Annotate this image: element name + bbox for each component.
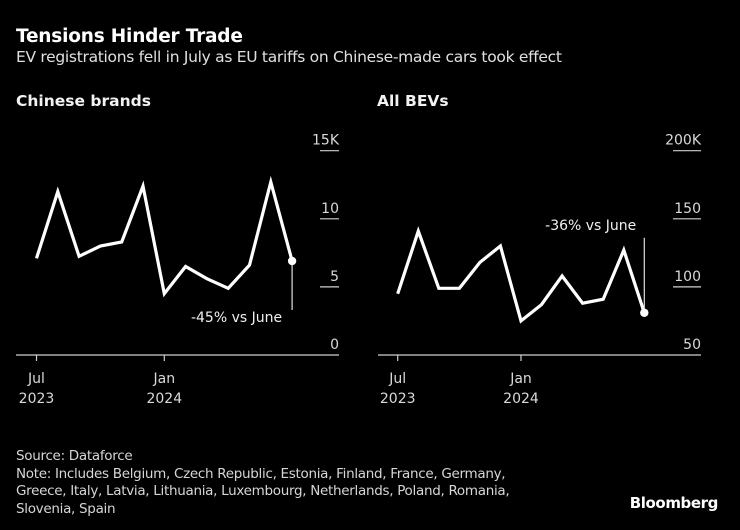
highlight-dot	[287, 256, 297, 266]
x-tick-label-year: 2023	[380, 391, 416, 407]
annotation-label: -36% vs June	[545, 218, 636, 234]
y-tick-label: 100	[674, 269, 701, 285]
note-line: Slovenia, Spain	[16, 500, 116, 517]
annotation-label: -45% vs June	[191, 310, 282, 326]
highlight-dot	[640, 308, 649, 317]
chart-chinese-brands: 0 5 10 15K Jul 2023 Jan 2024 -45% vs June	[16, 133, 340, 407]
y-tick-label: 200K	[665, 133, 702, 149]
chart-title: Tensions Hinder Trade	[16, 26, 243, 47]
x-tick-label-month: Jan	[509, 371, 532, 387]
bloomberg-logo: Bloomberg	[629, 494, 719, 512]
note-line: Greece, Italy, Latvia, Lithuania, Luxemb…	[16, 483, 510, 499]
y-tick-label: 0	[330, 337, 339, 353]
y-tick-label: 10	[321, 201, 339, 217]
chart-subtitle: EV registrations fell in July as EU tari…	[16, 48, 562, 66]
x-tick-label-year: 2024	[146, 391, 182, 407]
footer-notes: Source: Dataforce Note: Includes Belgium…	[16, 448, 510, 518]
y-tick-label: 5	[330, 269, 339, 285]
y-tick-label: 50	[683, 337, 701, 353]
panel-title-chinese-brands: Chinese brands	[16, 92, 151, 110]
y-tick-label: 150	[674, 201, 701, 217]
x-tick-label-year: 2023	[19, 391, 55, 407]
series-line	[396, 226, 646, 324]
y-tick-label: 15K	[312, 133, 340, 149]
x-tick-label-year: 2024	[503, 391, 539, 407]
series-line	[34, 175, 294, 298]
note-line: Note: Includes Belgium, Czech Republic, …	[16, 465, 506, 482]
x-tick-label-month: Jul	[388, 371, 406, 387]
x-tick-label-month: Jan	[153, 371, 176, 387]
chart-all-bevs: 50 100 150 200K Jul 2023 Jan 2024 -36% vs June	[378, 133, 702, 407]
panel-title-all-bevs: All BEVs	[377, 92, 449, 110]
x-tick-label-month: Jul	[27, 371, 45, 387]
source-text: Source: Dataforce	[16, 448, 133, 464]
